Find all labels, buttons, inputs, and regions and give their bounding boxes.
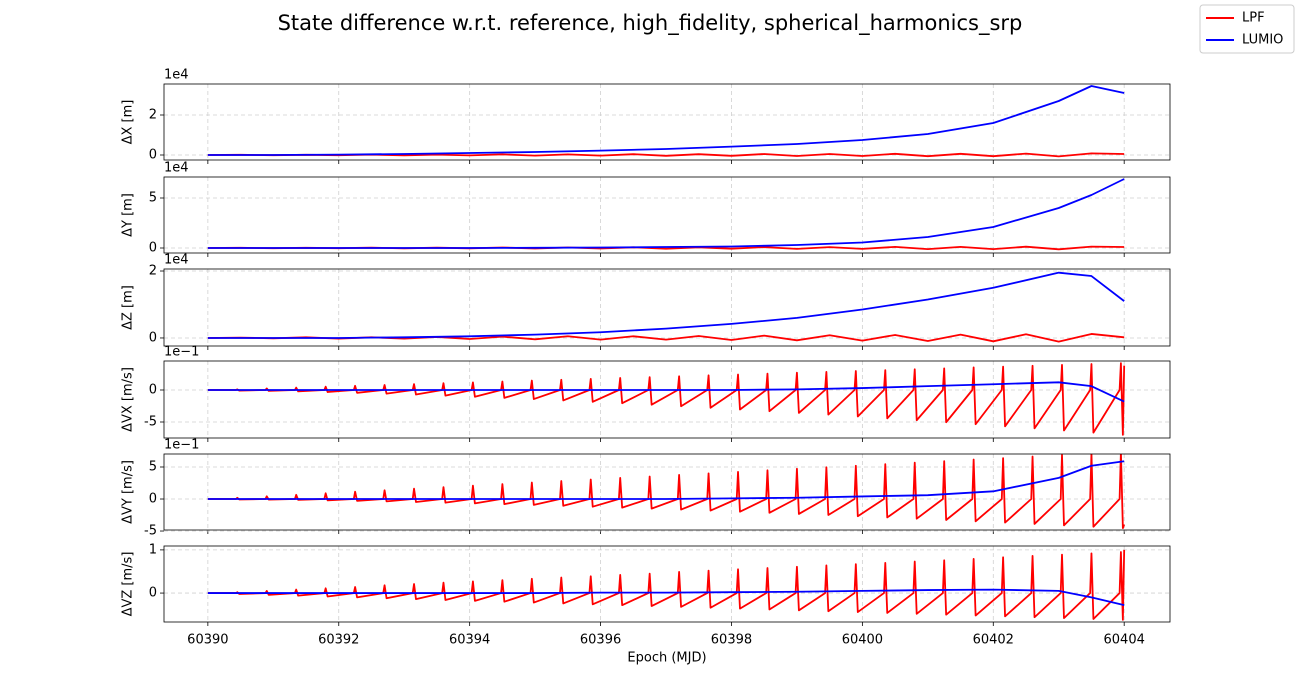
y-tick-label: 2 [149, 264, 157, 279]
x-tick-label: 60390 [187, 633, 228, 648]
y-tick-label: 0 [149, 382, 157, 397]
offset-text: 1e4 [164, 161, 189, 176]
legend-label: LPF [1242, 11, 1265, 26]
data-line [207, 588, 1125, 607]
x-tick-label: 60398 [711, 633, 752, 648]
data-line [207, 178, 1125, 249]
y-tick-label: 0 [149, 492, 157, 507]
x-tick-label: 60404 [1104, 633, 1145, 648]
offset-text: 1e4 [164, 68, 189, 83]
y-axis-label: ΔX [m] [121, 100, 136, 145]
y-axis-label: ΔVZ [m/s] [121, 552, 136, 617]
axes-frame [163, 268, 1171, 347]
data-line [207, 549, 1126, 621]
axes-frame [163, 545, 1171, 623]
y-tick-label: 0 [149, 586, 157, 601]
y-tick-label: 0 [149, 241, 157, 256]
axes-frame [163, 453, 1171, 531]
y-tick-label: 2 [149, 108, 157, 123]
y-tick-label: -5 [144, 524, 157, 539]
axes-frame [163, 83, 1171, 161]
legend-label: LUMIO [1242, 33, 1283, 48]
offset-text: 1e−1 [164, 345, 199, 360]
x-tick-label: 60394 [449, 633, 490, 648]
offset-text: 1e−1 [164, 438, 199, 453]
chart-title: State difference w.r.t. reference, high_… [278, 11, 1023, 36]
data-line [207, 454, 1126, 530]
y-tick-label: 0 [149, 330, 157, 345]
y-tick-label: 5 [149, 459, 157, 474]
y-tick-label: -5 [144, 414, 157, 429]
axes-frame [163, 176, 1171, 254]
axes-frame [163, 360, 1171, 439]
data-line [207, 85, 1125, 156]
x-tick-label: 60400 [842, 633, 883, 648]
y-axis-label: ΔVX [m/s] [121, 367, 136, 432]
y-tick-label: 0 [149, 148, 157, 163]
offset-text: 1e4 [164, 253, 189, 268]
x-tick-label: 60402 [973, 633, 1014, 648]
y-tick-label: 1 [149, 542, 157, 557]
data-line [207, 460, 1125, 500]
y-tick-label: 5 [149, 191, 157, 206]
y-axis-label: ΔY [m] [121, 193, 136, 237]
x-axis-label: Epoch (MJD) [627, 651, 706, 666]
x-tick-label: 60392 [318, 633, 359, 648]
data-line [207, 362, 1126, 436]
x-tick-label: 60396 [580, 633, 621, 648]
data-line [207, 271, 1125, 339]
y-axis-label: ΔVY [m/s] [121, 460, 136, 524]
y-axis-label: ΔZ [m] [121, 285, 136, 330]
data-line [207, 381, 1125, 403]
